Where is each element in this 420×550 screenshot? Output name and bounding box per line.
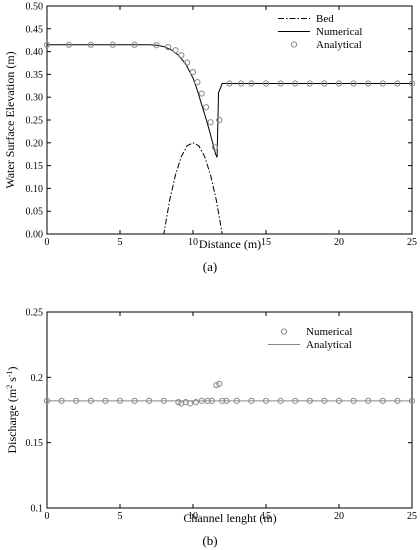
chart-a-legend-analytical-label: Analytical (316, 39, 362, 51)
chart-b-ylabel-end: ) (5, 366, 19, 370)
chart-b-numerical-point (213, 382, 220, 389)
chart-a-analytical-point (189, 69, 197, 76)
chart-a-analytical-point (292, 80, 299, 87)
chart-a-analytical-point (198, 90, 205, 97)
chart-a-analytical-point (153, 42, 160, 49)
chart-a-ytick-label: 0.20 (26, 138, 44, 149)
chart-a-ylabel: Water Surface Elevation (m) (3, 51, 17, 188)
chart-a-analytical-point (165, 43, 172, 51)
chart-a-analytical-point (194, 79, 201, 86)
chart-b-ticks: 0 5 10 15 20 25 0.1 0.15 0.2 0.25 (26, 308, 418, 523)
chart-a-xtick-label: 5 (118, 237, 123, 248)
chart-b-xtick-label: 15 (261, 511, 271, 522)
chart-a-analytical-point (87, 41, 94, 48)
chart-a-ticks: 0 5 10 15 20 25 0.00 0.05 0.10 0.15 0.20 0.25 0.30 0.… (26, 2, 418, 249)
chart-b-ytick-label: 0.2 (31, 373, 44, 384)
chart-a-analytical-point (178, 52, 185, 59)
chart-a-analytical-point (365, 80, 372, 87)
chart-a-analytical-point (335, 80, 343, 87)
chart-a-analytical-point (394, 80, 401, 87)
chart-a-ytick-label: 0.10 (26, 184, 44, 195)
chart-a-numerical-line (47, 44, 412, 158)
chart-a-analytical-point (277, 80, 284, 87)
chart-b-panel-label: (b) (202, 533, 217, 548)
chart-b-xtick-label: 5 (118, 511, 123, 522)
chart-a-legend-bed-label: Bed (316, 13, 334, 25)
chart-a-ytick-label: 0.45 (26, 24, 44, 35)
chart-a-series (43, 41, 416, 235)
chart-a-analytical-point (203, 104, 210, 111)
chart-b-xlabel: Channel lenght (m) (183, 511, 276, 525)
chart-b-ylabel-main: Discharge (m (5, 388, 19, 453)
chart-a-ytick-label: 0.25 (26, 116, 44, 127)
chart-b-ylabel: Discharge (m2 s-1) (5, 366, 20, 453)
chart-a-ytick-label: 0.00 (26, 230, 44, 241)
chart-b-ylabel-mid: s (5, 377, 19, 385)
chart-a-analytical-point (184, 59, 191, 66)
chart-b-numerical-point (192, 399, 200, 406)
chart-a-xtick-label: 15 (261, 237, 271, 248)
chart-a-analytical-point (207, 119, 214, 126)
chart-b-xtick-label: 25 (407, 511, 417, 522)
chart-b-xtick-label: 20 (334, 511, 344, 522)
chart-b-legend-analytical-label: Analytical (306, 339, 352, 351)
chart-a-analytical-point (321, 80, 328, 87)
chart-a-xtick-label: 25 (407, 237, 417, 248)
chart-a-panel-label: (a) (203, 259, 217, 274)
chart-b-legend-numerical-label: Numerical (306, 326, 352, 338)
chart-b-xtick-label: 10 (188, 511, 198, 522)
chart-a-ytick-label: 0.15 (26, 161, 44, 172)
chart-b-ytick-label: 0.15 (26, 438, 44, 449)
chart-b-legend-numerical-swatch (280, 328, 288, 335)
chart-b-xtick-label: 0 (45, 511, 50, 522)
chart-a-analytical-point (379, 80, 386, 87)
chart-a-analytical-point (109, 41, 116, 48)
chart-a-analytical-point (262, 80, 270, 87)
chart-b-series (43, 380, 416, 407)
chart-b: 0 5 10 15 20 25 0.1 0.15 0.2 0.25 NumericalAnalyt… (5, 308, 418, 549)
chart-a-legend-numerical-label: Numerical (316, 26, 362, 38)
chart-a-analytical-point (350, 80, 357, 87)
chart-a-ytick-label: 0.30 (26, 93, 44, 104)
chart-a-xlabel: Distance (m) (199, 237, 261, 251)
chart-a-xtick-label: 10 (188, 237, 198, 248)
chart-a-legend-analytical-swatch (290, 41, 298, 48)
chart-b-ytick-label: 0.1 (31, 504, 44, 515)
chart-a-analytical-point (211, 144, 218, 151)
chart-b-ylabel-sup1: 2 (5, 385, 14, 389)
chart-a-analytical-point (65, 41, 73, 48)
chart-b-ytick-label: 0.25 (26, 308, 44, 319)
chart-a-analytical-point (408, 80, 416, 87)
chart-a-analytical-point (172, 47, 179, 54)
chart-b-numerical-point (182, 399, 189, 406)
chart-b-ylabel-sup2: -1 (5, 370, 14, 377)
chart-a-analytical-point (306, 80, 313, 87)
chart-a-analytical-point (216, 116, 223, 124)
chart-a-ytick-label: 0.40 (26, 47, 44, 58)
chart-a-ytick-label: 0.35 (26, 70, 44, 81)
chart-a-xtick-label: 0 (45, 237, 50, 248)
chart-a-analytical-point (248, 80, 255, 87)
chart-b-frame (46, 311, 413, 509)
chart-a-ytick-label: 0.50 (26, 2, 44, 13)
chart-a-analytical-point (131, 41, 138, 48)
chart-a-analytical-point (43, 41, 51, 48)
chart-a-ytick-label: 0.05 (26, 207, 44, 218)
chart-a-analytical-point (226, 80, 233, 87)
chart-b-numerical-point (216, 380, 223, 387)
chart-a: 0 5 10 15 20 25 0.00 0.05 0.10 0.15 0.20 0.25 0.30 0.… (3, 2, 417, 275)
chart-a-xtick-label: 20 (334, 237, 344, 248)
chart-a-bed-line (47, 142, 412, 235)
chart-a-analytical-point (238, 80, 245, 87)
chart-b-numerical-point (175, 399, 182, 406)
